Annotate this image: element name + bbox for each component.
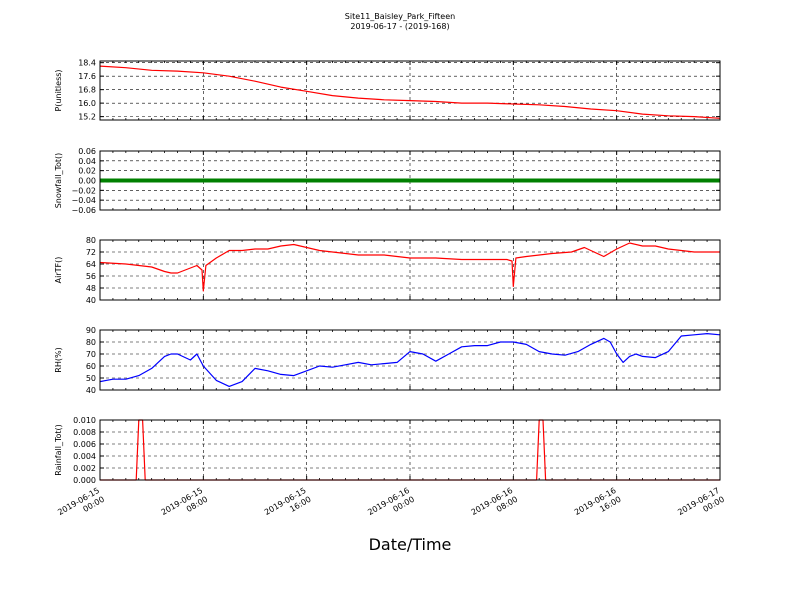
y-tick-label: 18.4 — [78, 59, 96, 68]
subplot-panels: 15.216.016.817.618.4P(unitless)−0.06−0.0… — [54, 59, 721, 485]
y-tick-label: 15.2 — [78, 113, 96, 122]
y-tick-label: −0.04 — [71, 196, 96, 205]
y-tick-label: 48 — [86, 284, 96, 293]
y-tick-label: 0.002 — [73, 464, 96, 473]
chart-title: Site11_Baisley_Park_Fifteen — [345, 12, 455, 21]
x-axis-label: Date/Time — [369, 535, 452, 554]
y-tick-label: 64 — [86, 260, 96, 269]
y-tick-label: 0.00 — [78, 177, 96, 186]
axes-frame — [99, 419, 721, 481]
y-tick-label: 0.06 — [78, 147, 96, 156]
chart-subtitle: 2019-06-17 - (2019-168) — [350, 22, 449, 31]
y-tick-label: 60 — [86, 362, 96, 371]
subplot-4: 40 50 60 70 80 90 RH(%) — [54, 326, 721, 395]
y-tick-label: 0.006 — [73, 440, 96, 449]
y-tick-label: −0.06 — [71, 206, 96, 215]
y-tick-label: 40 — [86, 296, 96, 305]
y-axis-label: Snowfall_Tot() — [54, 153, 63, 209]
series-line — [99, 333, 721, 387]
y-tick-label: 56 — [86, 272, 96, 281]
y-tick-label: 90 — [86, 326, 96, 335]
y-tick-label: 0.010 — [73, 416, 96, 425]
y-axis-label: Rainfall_Tot() — [54, 424, 63, 476]
series-line — [99, 65, 721, 119]
y-tick-label: 50 — [86, 374, 96, 383]
subplot-3: 40 48 56 64 72 80 AirTF() — [54, 236, 721, 305]
y-tick-label: 80 — [86, 338, 96, 347]
y-axis-label: RH(%) — [54, 347, 63, 372]
axes-frame — [99, 60, 721, 121]
y-tick-label: 70 — [86, 350, 96, 359]
y-tick-label: 72 — [86, 248, 96, 257]
y-tick-label: 0.004 — [73, 452, 96, 461]
subplot-2: −0.06−0.04−0.020.000.020.040.06 Snowfall_… — [54, 147, 721, 215]
y-tick-label: 0.04 — [78, 157, 96, 166]
axes-frame — [99, 150, 721, 211]
y-tick-label: 16.0 — [78, 99, 96, 108]
subplot-1: 15.2 16.0 16.8 17.6 18.4 P(unitless) — [54, 59, 721, 122]
y-tick-label: 16.8 — [78, 86, 96, 95]
y-tick-label: 0.008 — [73, 428, 96, 437]
y-axis-label: AirTF() — [54, 257, 63, 284]
y-tick-label: 17.6 — [78, 72, 96, 81]
y-tick-label: 80 — [86, 236, 96, 245]
y-tick-label: 40 — [86, 386, 96, 395]
y-axis-label: P(unitless) — [54, 69, 63, 111]
series-line — [99, 242, 720, 292]
y-tick-label: −0.02 — [71, 186, 96, 195]
y-tick-label: 0.000 — [73, 476, 96, 485]
subplot-5: 0.000 0.002 0.004 0.006 0.008 0.010 Rainfall_T… — [54, 416, 721, 485]
axes-frame — [99, 239, 721, 301]
y-tick-label: 0.02 — [78, 167, 96, 176]
axes-frame — [99, 329, 721, 391]
